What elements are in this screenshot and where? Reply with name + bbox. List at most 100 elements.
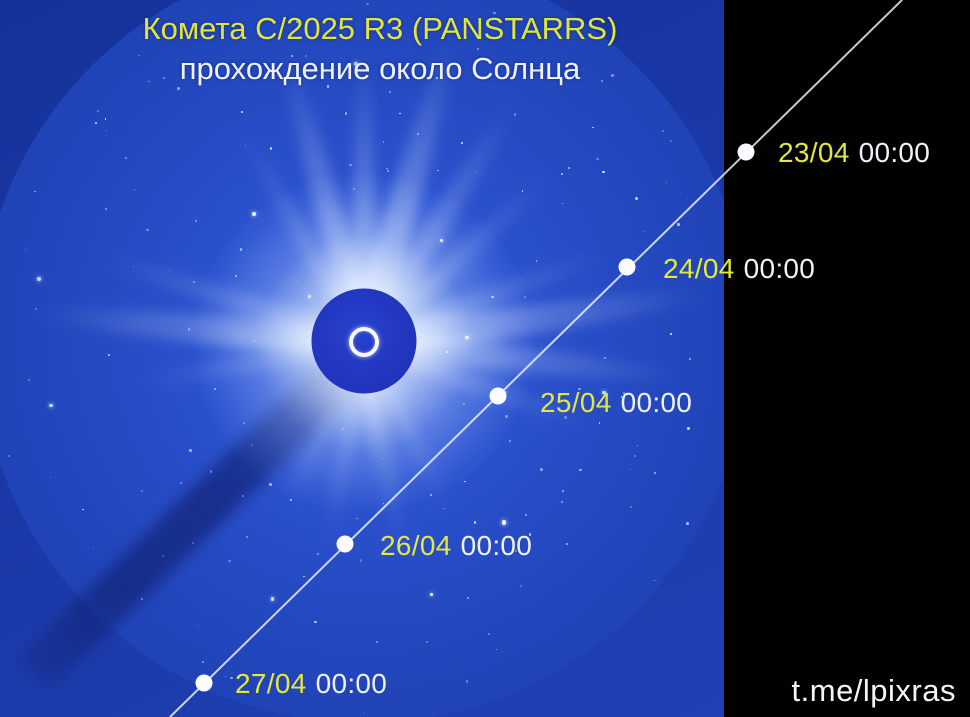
star xyxy=(24,249,26,251)
star xyxy=(228,559,231,563)
star xyxy=(95,122,98,125)
star xyxy=(629,468,631,470)
star xyxy=(686,522,690,525)
star xyxy=(653,579,655,581)
star xyxy=(326,85,330,88)
star xyxy=(487,633,490,636)
star xyxy=(560,172,563,175)
star xyxy=(596,157,599,160)
star xyxy=(224,676,226,678)
star xyxy=(654,471,657,474)
star xyxy=(177,87,180,90)
star xyxy=(416,133,419,136)
marker-time: 00:00 xyxy=(743,253,816,284)
star xyxy=(513,113,517,116)
star xyxy=(611,74,615,77)
watermark-link: t.me/lpixras xyxy=(791,673,956,708)
image-title: Комета C/2025 R3 (PANSTARRS) прохождение… xyxy=(0,10,724,87)
title-comet-name: Комета C/2025 R3 (PANSTARRS) xyxy=(142,11,618,46)
star xyxy=(464,480,466,483)
star xyxy=(666,181,668,183)
star xyxy=(230,676,233,680)
star xyxy=(362,713,364,715)
star xyxy=(245,535,249,539)
trajectory-marker-label: 26/04 00:00 xyxy=(380,530,532,562)
star xyxy=(202,660,205,663)
star xyxy=(508,439,512,442)
star xyxy=(375,640,379,644)
star xyxy=(677,223,680,226)
star xyxy=(105,208,107,210)
star xyxy=(629,505,632,509)
star xyxy=(501,520,506,525)
star xyxy=(92,546,94,548)
star xyxy=(132,265,135,268)
star xyxy=(366,3,369,6)
trajectory-marker-label: 24/04 00:00 xyxy=(663,253,815,285)
star xyxy=(104,117,107,120)
star xyxy=(192,281,195,284)
star xyxy=(562,203,564,205)
star xyxy=(289,499,292,502)
star xyxy=(314,620,317,624)
coronagraph-image: Комета C/2025 R3 (PANSTARRS) прохождение… xyxy=(0,0,724,717)
star xyxy=(461,142,464,145)
star xyxy=(477,48,479,50)
trajectory-dot-27-04 xyxy=(195,674,213,692)
star xyxy=(566,542,569,545)
star xyxy=(670,139,673,142)
star xyxy=(670,333,673,336)
trajectory-dot-25-04 xyxy=(489,387,507,405)
star xyxy=(466,680,469,683)
star xyxy=(520,585,522,587)
star xyxy=(592,126,594,129)
star xyxy=(579,468,582,472)
star xyxy=(305,54,308,57)
star xyxy=(473,521,477,524)
star xyxy=(622,391,626,395)
marker-time: 00:00 xyxy=(460,530,533,561)
star xyxy=(382,141,385,143)
star xyxy=(524,513,528,517)
trajectory-marker-label: 25/04 00:00 xyxy=(540,387,692,419)
star xyxy=(636,444,639,446)
star xyxy=(133,189,136,191)
star xyxy=(386,167,388,170)
star xyxy=(689,357,692,360)
star xyxy=(317,553,320,556)
sun-position-ring xyxy=(349,327,379,357)
star xyxy=(389,90,392,93)
star xyxy=(560,500,564,504)
star xyxy=(620,396,623,398)
star xyxy=(332,682,335,685)
star xyxy=(602,390,606,395)
star xyxy=(349,163,352,167)
star xyxy=(687,427,690,430)
marker-date: 27/04 xyxy=(235,668,307,699)
star xyxy=(437,169,439,172)
star xyxy=(96,110,100,113)
star xyxy=(353,62,359,67)
star xyxy=(443,507,445,509)
trajectory-dot-26-04 xyxy=(336,535,354,553)
star xyxy=(467,597,469,600)
star xyxy=(436,77,438,79)
star xyxy=(386,169,390,172)
star xyxy=(356,517,359,520)
star xyxy=(189,449,192,452)
star xyxy=(514,549,517,553)
star xyxy=(538,65,541,68)
trajectory-dot-24-04 xyxy=(618,258,636,276)
star xyxy=(661,129,664,132)
star xyxy=(280,690,282,692)
star xyxy=(187,328,191,331)
star xyxy=(124,156,127,160)
star xyxy=(179,481,182,485)
star xyxy=(686,198,688,200)
trajectory-line xyxy=(169,0,903,717)
marker-time: 00:00 xyxy=(620,387,693,418)
star xyxy=(598,422,601,425)
star xyxy=(34,190,37,193)
star xyxy=(291,55,293,57)
